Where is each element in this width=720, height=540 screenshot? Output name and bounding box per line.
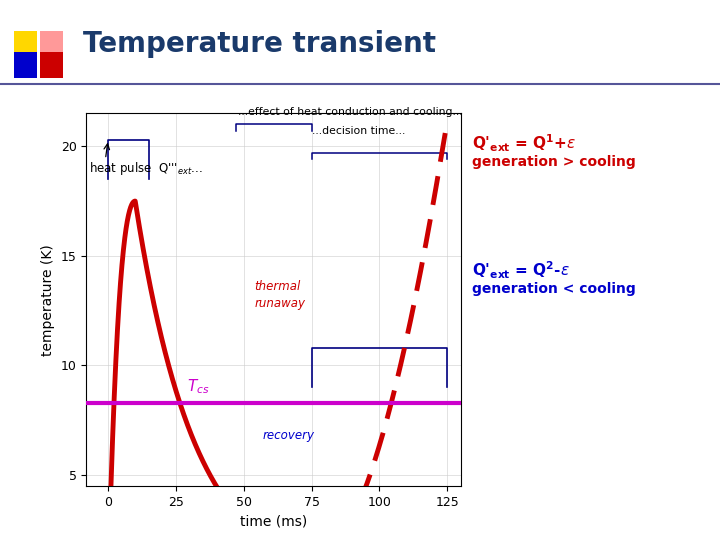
Text: thermal
runaway: thermal runaway xyxy=(255,280,305,310)
Y-axis label: temperature (K): temperature (K) xyxy=(41,244,55,355)
Text: ...decision time...: ...decision time... xyxy=(312,126,405,137)
Text: $T_{cs}$: $T_{cs}$ xyxy=(186,377,210,396)
Text: recovery: recovery xyxy=(263,429,315,442)
Text: Q'$_\mathbf{ext}$ = $\mathbf{Q^1}$+$\varepsilon$: Q'$_\mathbf{ext}$ = $\mathbf{Q^1}$+$\var… xyxy=(472,132,576,154)
Text: Q'$_\mathbf{ext}$ = $\mathbf{Q^2}$-$\varepsilon$: Q'$_\mathbf{ext}$ = $\mathbf{Q^2}$-$\var… xyxy=(472,259,570,281)
Text: heat pulse  Q'''$_{ext}$...: heat pulse Q'''$_{ext}$... xyxy=(89,160,203,177)
Text: Temperature transient: Temperature transient xyxy=(83,30,436,58)
Text: ...effect of heat conduction and cooling...: ...effect of heat conduction and cooling… xyxy=(238,107,463,117)
X-axis label: time (ms): time (ms) xyxy=(240,514,307,528)
Text: generation > cooling: generation > cooling xyxy=(472,155,635,169)
Text: generation < cooling: generation < cooling xyxy=(472,282,635,296)
